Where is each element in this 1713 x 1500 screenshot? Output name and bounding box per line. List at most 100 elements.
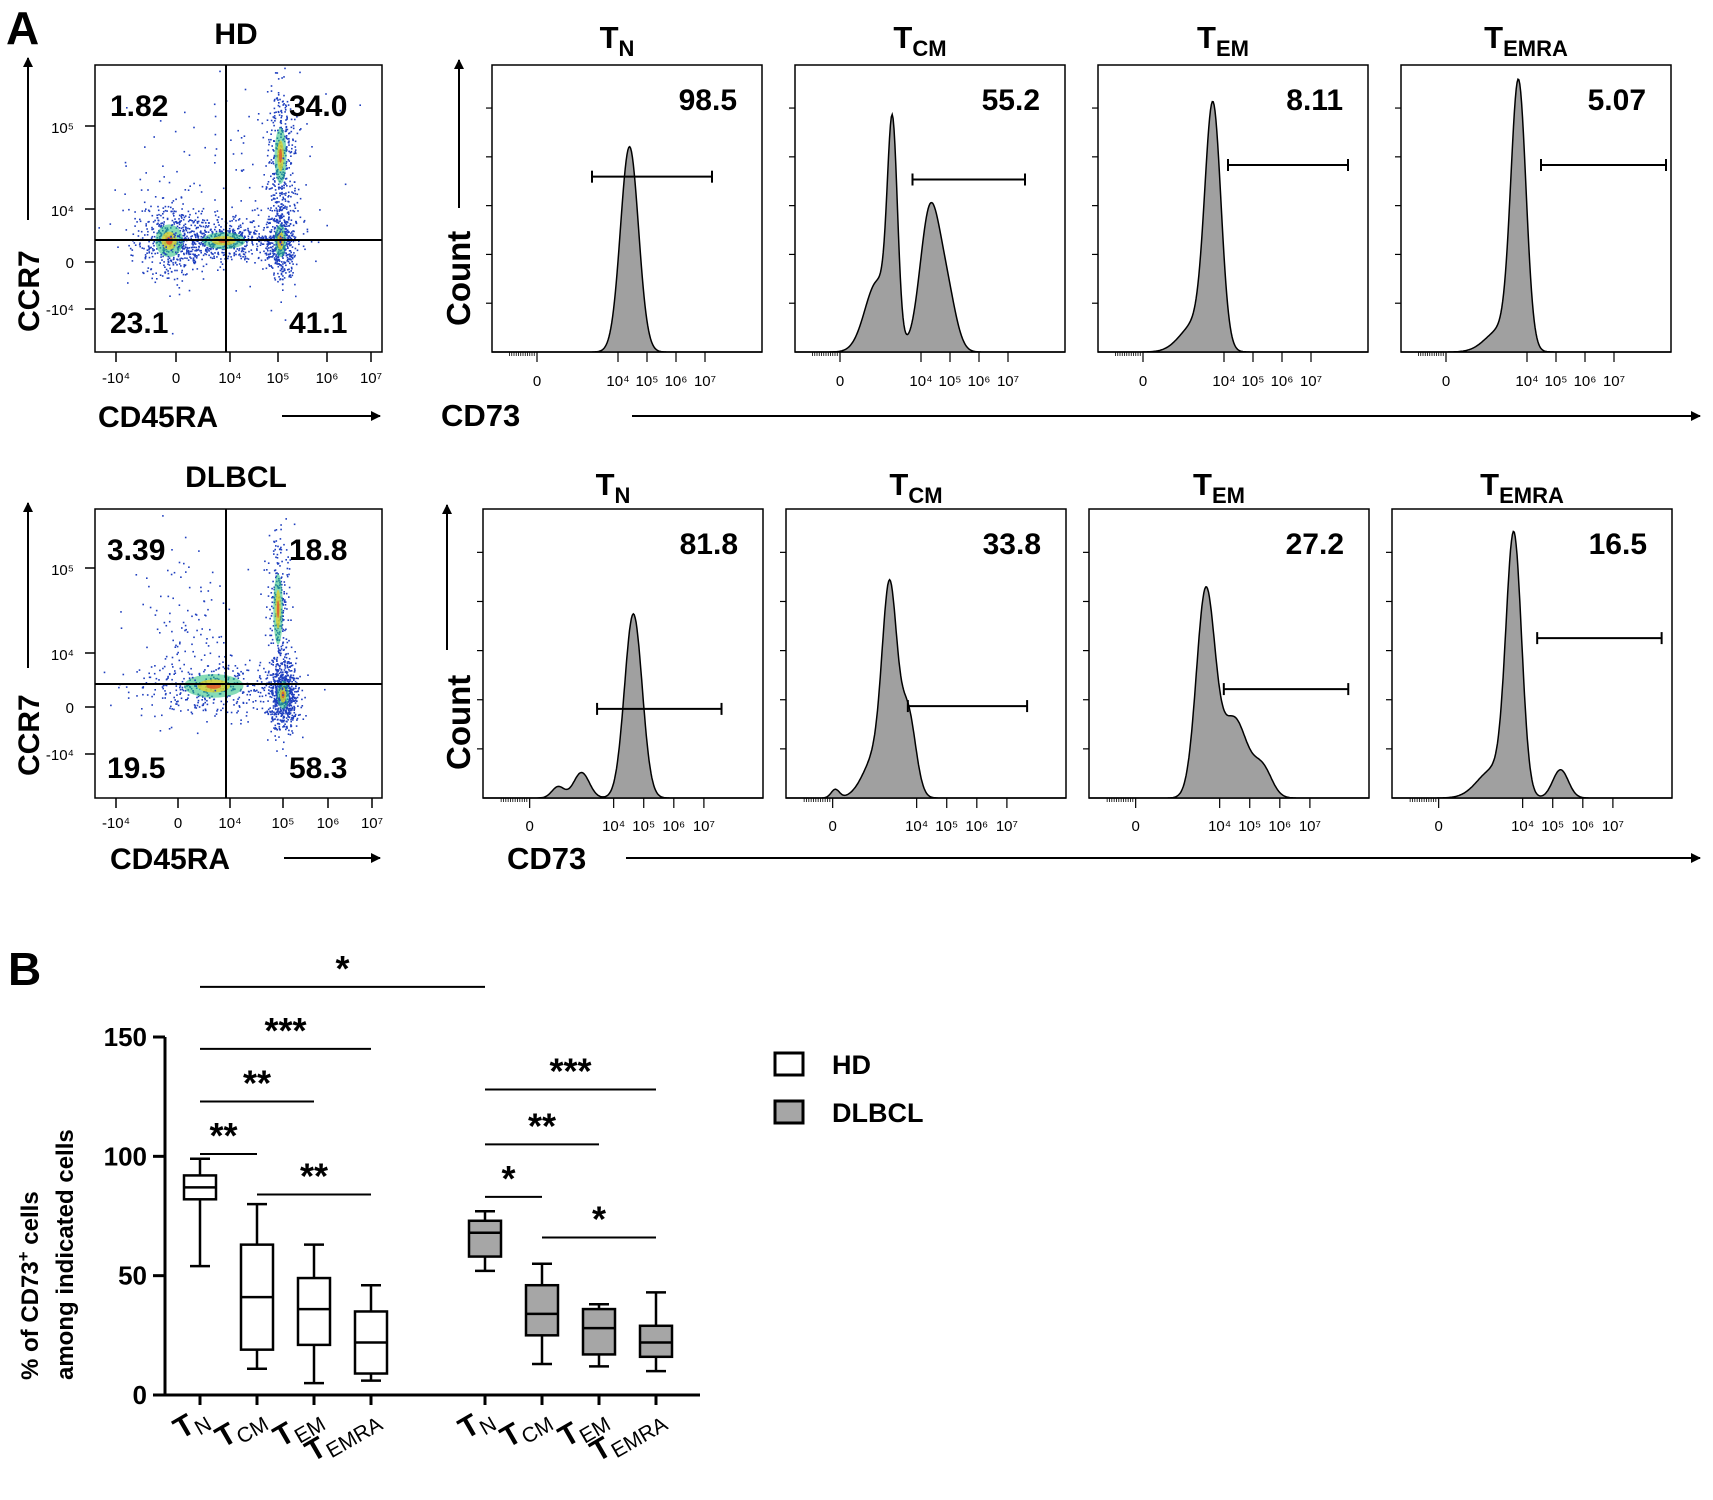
event-dot [140,714,143,717]
event-dot [292,674,295,677]
event-dot [180,220,182,222]
event-dot [240,169,243,172]
x-tick-label: 10⁷ [361,815,383,832]
event-dot [286,260,288,262]
event-dot [294,283,296,286]
event-dot [240,257,242,260]
event-dot [171,630,173,633]
event-dot [150,666,153,668]
event-dot [231,206,233,209]
event-dot [280,662,282,665]
event-dot [271,718,274,721]
histogram-title: TCM [893,20,946,61]
event-dot [276,680,279,683]
x-tick-label: 10⁶ [662,818,685,835]
event-dot [134,211,136,213]
event-dot [238,674,241,676]
event-dot [174,269,176,272]
x-tick-label: 10⁶ [1271,373,1294,390]
event-dot [289,108,292,110]
event-dot [218,229,221,231]
event-dot [289,559,292,561]
event-dot [270,634,273,637]
event-dot [188,154,191,156]
event-dot [179,258,181,260]
event-dot [287,159,290,161]
y-tick-label: 50 [118,1261,147,1291]
event-dot [214,115,217,118]
event-dot [238,247,241,250]
event-dot [284,200,287,202]
event-dot [213,223,215,226]
event-dot [244,255,247,258]
event-dot [144,257,147,260]
event-dot [284,660,286,662]
x-tick-label: 10⁷ [694,373,716,390]
event-dot [246,244,248,246]
dot-plot-title: DLBCL [185,461,287,494]
event-dot [271,693,273,695]
event-dot [193,242,196,245]
event-dot [291,191,293,193]
event-dot [109,223,112,225]
x-tick-label: 0 [525,818,533,835]
event-dot [281,721,283,723]
event-dot [289,686,291,689]
event-dot [281,193,283,196]
event-dot [286,666,289,669]
event-dot [167,263,169,265]
event-dot [270,138,272,141]
event-dot [285,148,288,150]
event-dot [269,230,271,233]
event-dot [182,226,184,229]
event-dot [183,230,185,232]
event-dot [271,217,273,220]
event-dot [280,272,283,275]
event-dot [199,250,201,252]
event-dot [183,663,185,666]
event-dot [266,248,269,250]
event-dot [274,698,276,701]
event-dot [256,243,258,245]
event-dot [273,258,276,261]
event-dot [282,671,284,673]
event-dot [241,249,243,252]
event-dot [156,278,158,280]
event-dot [274,185,276,187]
event-dot [282,254,285,256]
event-dot [285,126,288,128]
event-dot [290,251,292,254]
event-dot [294,254,296,257]
event-dot [265,678,268,680]
event-dot [281,209,284,211]
event-dot [292,254,294,256]
event-dot [276,750,278,752]
significance-label: * [592,1198,606,1239]
event-dot [277,708,279,711]
event-dot [283,76,285,78]
event-dot [287,674,289,677]
event-dot [222,187,225,190]
event-dot [273,253,275,256]
event-dot [270,187,272,190]
event-dot [151,252,153,255]
event-dot [260,209,263,212]
event-dot [181,217,183,219]
event-dot [187,709,189,711]
event-dot [222,666,225,668]
event-dot [184,690,187,692]
event-dot [267,218,270,221]
event-dot [179,259,182,262]
event-dot [240,152,243,155]
event-dot [261,185,264,188]
x-tick-label: 10⁵ [272,815,295,832]
event-dot [238,225,240,228]
event-dot [245,240,248,242]
event-dot [282,270,285,273]
event-dot [268,661,271,664]
event-dot [248,230,250,233]
event-dot [248,250,250,253]
event-dot [164,697,166,699]
event-dot [280,580,283,583]
event-dot [289,702,291,705]
